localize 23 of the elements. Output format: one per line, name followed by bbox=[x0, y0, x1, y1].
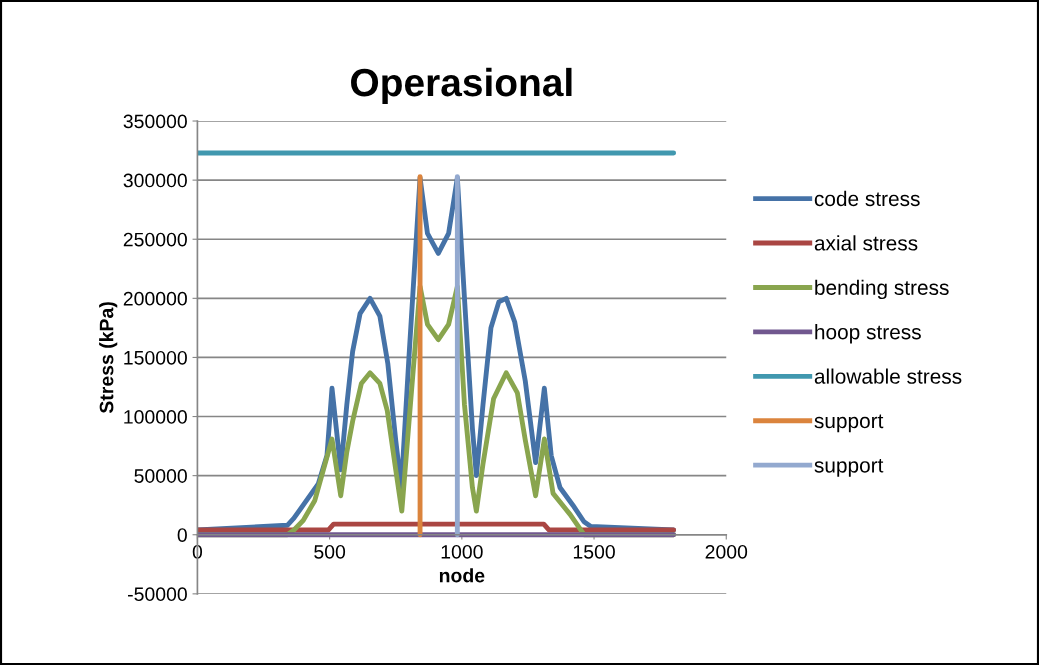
y-tick-label: 250000 bbox=[123, 232, 187, 247]
y-tick-label: 200000 bbox=[123, 291, 187, 306]
y-tick-label: 50000 bbox=[134, 469, 187, 483]
x-axis-title: node bbox=[439, 568, 485, 583]
chart-title: Operasional bbox=[351, 67, 572, 105]
legend-label: code stress bbox=[814, 190, 920, 207]
legend-label: allowable stress bbox=[814, 368, 962, 384]
x-tick-label: 1000 bbox=[441, 544, 483, 559]
x-tick-label: 1500 bbox=[573, 544, 615, 559]
x-tick-label: 500 bbox=[314, 544, 346, 559]
legend-label: support bbox=[814, 458, 884, 477]
y-axis-title: Stress (kPa) bbox=[99, 302, 118, 414]
y-tick-label: 300000 bbox=[123, 173, 187, 188]
y-tick-label: -50000 bbox=[128, 587, 187, 602]
y-tick-label: 0 bbox=[177, 528, 187, 542]
legend-label: hoop stress bbox=[815, 324, 921, 344]
x-tick-label: 2000 bbox=[705, 544, 748, 559]
y-tick-label: 350000 bbox=[123, 114, 187, 129]
legend-label: axial stress bbox=[814, 235, 918, 251]
y-tick-label: 150000 bbox=[124, 350, 187, 365]
y-tick-label: 100000 bbox=[124, 410, 187, 424]
legend-label: support bbox=[814, 414, 884, 433]
legend-label: bending stress bbox=[815, 279, 949, 300]
